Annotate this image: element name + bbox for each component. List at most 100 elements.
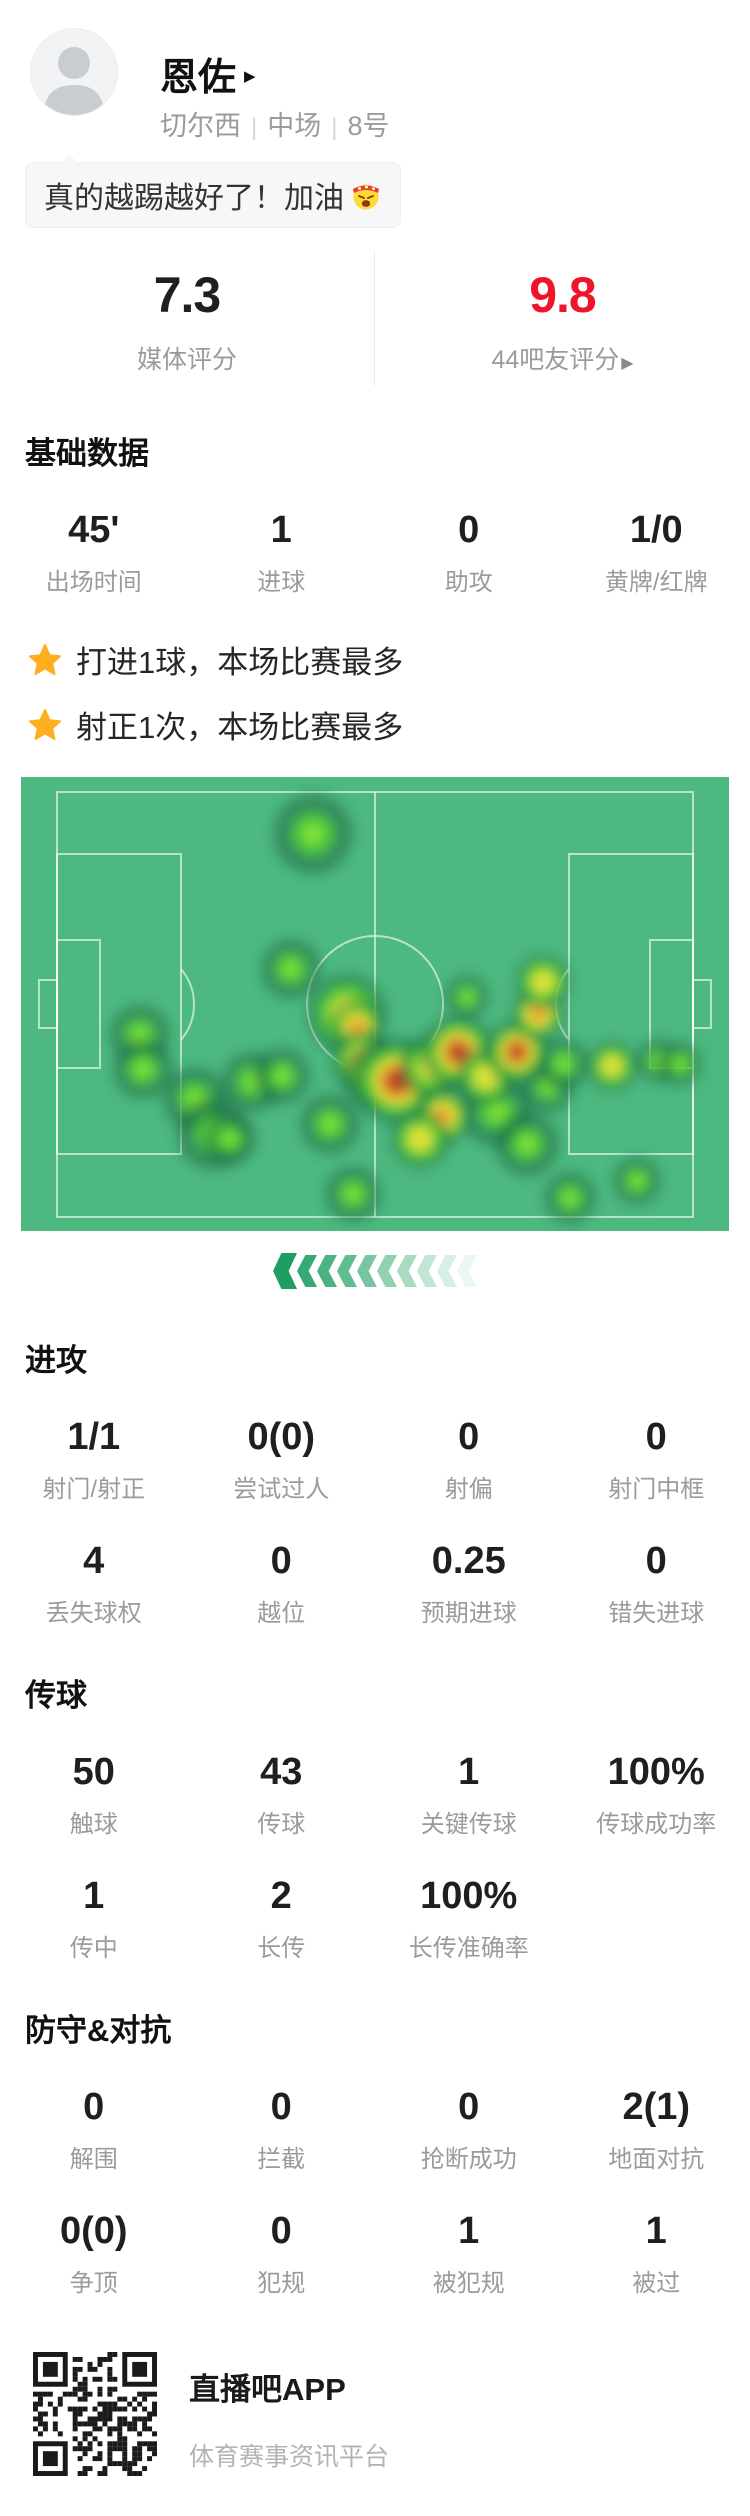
fans-rating[interactable]: 9.8 44吧友评分▶	[375, 250, 750, 386]
stat-possession-lost: 4 丢失球权	[0, 1540, 188, 1628]
section-title: 基础数据	[0, 428, 750, 473]
stat-shots-woodwork: 0 射门中框	[563, 1416, 750, 1504]
player-meta: 切尔西|中场|8号	[160, 104, 390, 143]
media-rating-value: 7.3	[0, 266, 374, 324]
left-chevron-icon	[297, 1255, 317, 1287]
app-tagline: 体育赛事资讯平台	[189, 2437, 389, 2473]
stat-label: 关键传球	[375, 1804, 563, 1839]
highlight-text: 射正1次，本场比赛最多	[76, 702, 403, 747]
stat-touches: 50 触球	[0, 1751, 188, 1839]
stat-value: 1/0	[563, 509, 750, 552]
stat-value: 100%	[563, 1751, 750, 1794]
stat-key-passes: 1 关键传球	[375, 1751, 563, 1839]
stat-value: 1	[563, 2210, 750, 2253]
stat-minutes-played: 45'出场时间	[0, 509, 188, 597]
stat-value: 2(1)	[563, 2086, 750, 2129]
stat-label: 射偏	[375, 1469, 563, 1504]
pitch-heatmap-svg	[21, 777, 729, 1231]
jiayou-fighting-face-icon	[350, 179, 382, 211]
highlights: 打进1球，本场比赛最多射正1次，本场比赛最多	[0, 637, 750, 747]
stat-value: 0.25	[375, 1540, 563, 1583]
stat-value: 43	[188, 1751, 376, 1794]
stat-label: 黄牌/红牌	[563, 562, 750, 597]
left-chevron-icon	[337, 1255, 357, 1287]
stat-value: 1/1	[0, 1416, 188, 1459]
stat-value: 0	[375, 509, 563, 552]
stat-value: 50	[0, 1751, 188, 1794]
stat-label: 犯规	[188, 2263, 376, 2298]
qr-code	[33, 2352, 157, 2476]
stat-dribbled-past: 1 被过	[563, 2210, 750, 2298]
stat-value: 0	[0, 2086, 188, 2129]
stat-value: 0	[188, 2086, 376, 2129]
stat-label: 传球	[188, 1804, 376, 1839]
banner-text: 真的越踢越好了！加油	[44, 173, 344, 217]
highlight-row: 打进1球，本场比赛最多	[28, 637, 750, 682]
stat-value: 1	[375, 2210, 563, 2253]
app-name: 直播吧APP	[189, 2364, 389, 2409]
player-header: 恩佐 ▶ 切尔西|中场|8号	[0, 0, 750, 150]
stat-aerial-duels: 0(0)争顶	[0, 2210, 188, 2298]
stat-label: 被过	[563, 2263, 750, 2298]
stat-was-fouled: 1 被犯规	[375, 2210, 563, 2298]
left-chevron-icon	[377, 1255, 397, 1287]
left-chevron-icon	[457, 1255, 477, 1287]
comment-banner: 真的越踢越好了！加油	[25, 162, 401, 228]
stat-dribble-attempts: 0(0)尝试过人	[188, 1416, 376, 1504]
stat-value: 0	[563, 1416, 750, 1459]
heatmap	[21, 777, 729, 1231]
stat-label: 被犯规	[375, 2263, 563, 2298]
stat-label: 预期进球	[375, 1593, 563, 1628]
star-icon	[28, 643, 62, 677]
player-avatar[interactable]	[30, 28, 118, 116]
fans-rating-text: 44吧友评分	[491, 346, 619, 374]
left-chevron-icon	[397, 1255, 417, 1287]
fans-rating-value: 9.8	[375, 266, 750, 324]
stat-label: 争顶	[0, 2263, 188, 2298]
stat-label: 丢失球权	[0, 1593, 188, 1628]
left-chevron-icon	[437, 1255, 457, 1287]
stat-pass-accuracy: 100%传球成功率	[563, 1751, 750, 1839]
stat-passes: 43 传球	[188, 1751, 376, 1839]
section-title: 传球	[0, 1670, 750, 1715]
stat-value: 0	[188, 1540, 376, 1583]
left-chevron-icon	[417, 1255, 437, 1287]
fans-rating-label: 44吧友评分▶	[375, 340, 750, 376]
player-name-row[interactable]: 恩佐 ▶	[160, 46, 256, 101]
stat-label: 助攻	[375, 562, 563, 597]
stat-label: 触球	[0, 1804, 188, 1839]
stat-value: 0	[375, 1416, 563, 1459]
chevron-right-icon: ▶	[244, 67, 256, 85]
stat-shots-off: 0 射偏	[375, 1416, 563, 1504]
section-title: 防守&对抗	[0, 2005, 750, 2050]
separator: |	[251, 114, 257, 141]
stat-label: 射门中框	[563, 1469, 750, 1504]
player-team: 切尔西	[160, 111, 241, 141]
stat-label: 地面对抗	[563, 2139, 750, 2174]
left-chevron-icon	[273, 1253, 297, 1289]
stat-label: 长传	[188, 1928, 376, 1963]
stat-value: 1	[375, 1751, 563, 1794]
stat-label: 传中	[0, 1928, 188, 1963]
app-footer: 直播吧APP 体育赛事资讯平台	[0, 2312, 750, 2516]
attack-direction-chevrons	[0, 1249, 750, 1293]
stat-value: 4	[0, 1540, 188, 1583]
media-rating: 7.3 媒体评分	[0, 250, 375, 386]
stat-cards: 1/0 黄牌/红牌	[563, 509, 750, 597]
